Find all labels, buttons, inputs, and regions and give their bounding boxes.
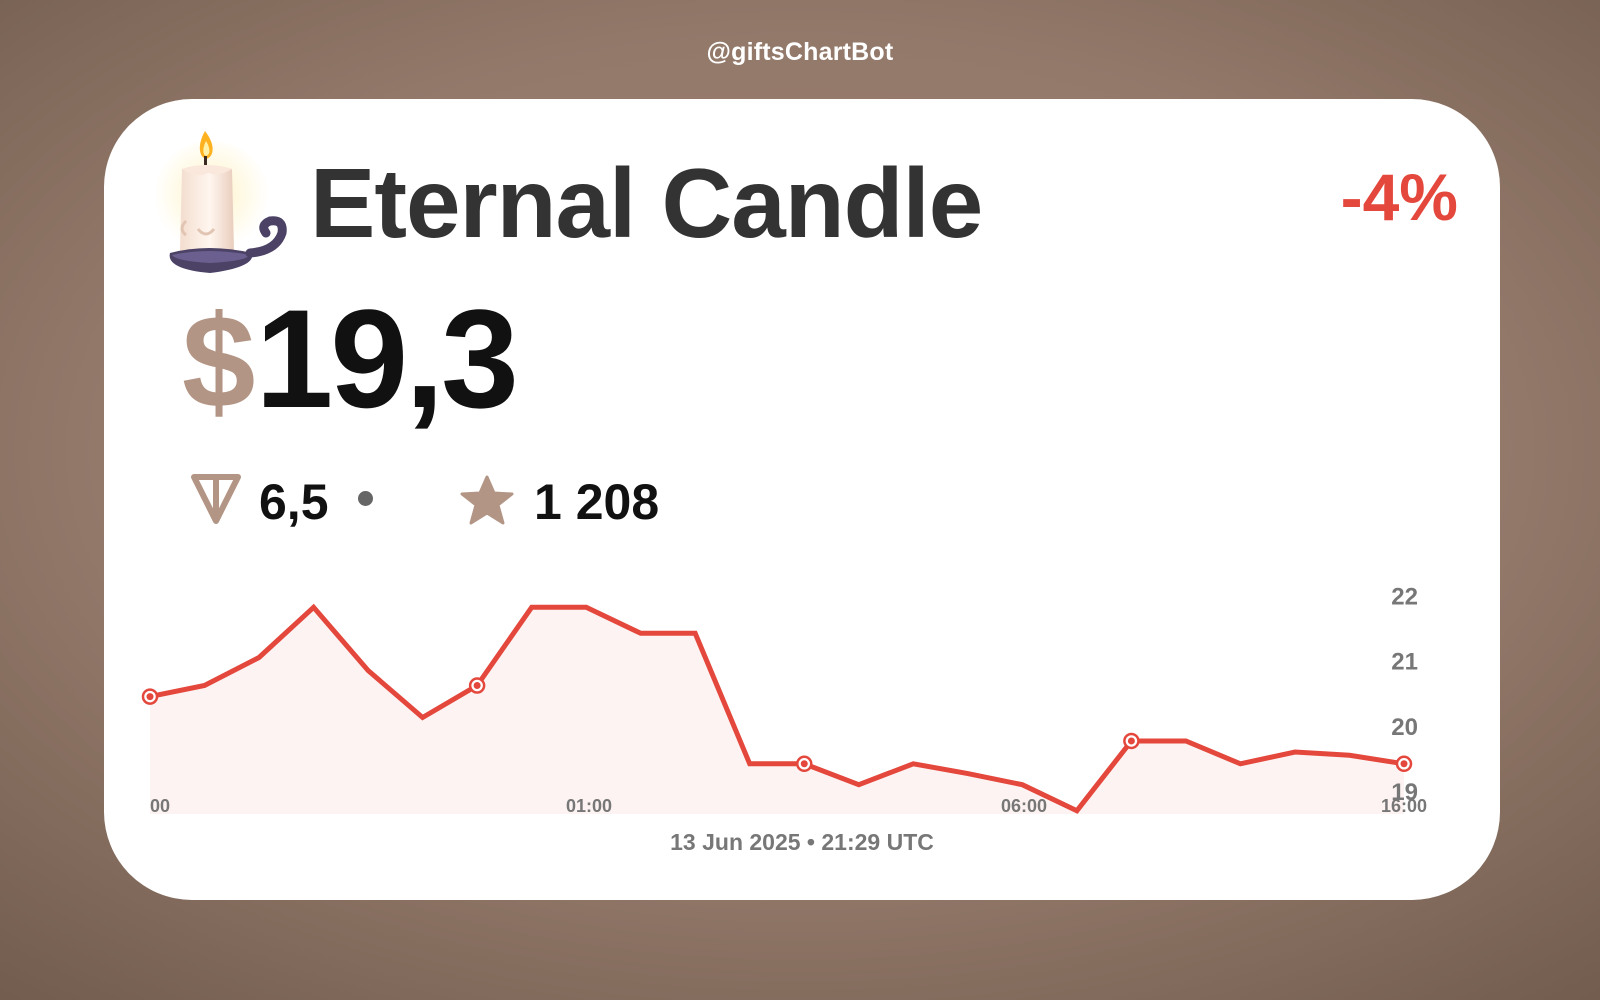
x-tick-label: 06:00 xyxy=(1001,796,1047,816)
price-value: 19,3 xyxy=(255,280,518,437)
y-tick-label: 22 xyxy=(1391,584,1418,611)
chart-series-line xyxy=(149,603,1405,814)
x-tick-label: 01:00 xyxy=(566,796,612,816)
star-icon xyxy=(460,475,514,525)
gift-name: Eternal Candle xyxy=(310,148,983,258)
chart-point-marker xyxy=(1395,755,1413,773)
price-stars: 1 208 xyxy=(534,474,660,530)
gift-card: Eternal Candle -4% $19,3 6,5 1 208 22 21 2… xyxy=(104,99,1500,900)
ton-icon xyxy=(191,474,241,524)
y-tick-label: 20 xyxy=(1391,714,1418,741)
price-change: -4% xyxy=(1340,160,1458,234)
chart-point-marker xyxy=(141,688,159,705)
timestamp: 13 Jun 2025 • 21:29 UTC xyxy=(670,829,934,855)
price-usd: $19,3 xyxy=(182,289,519,429)
bot-handle: @giftsChartBot xyxy=(706,38,894,66)
x-tick-label: 00 xyxy=(150,796,170,816)
y-tick-label: 19 xyxy=(1391,779,1418,806)
x-tick-label: 16:00 xyxy=(1381,796,1427,816)
chart-area xyxy=(150,607,1404,814)
price-ton: 6,5 xyxy=(259,474,329,530)
chart-point-marker xyxy=(1123,732,1140,750)
chart-point-marker xyxy=(468,677,486,694)
currency-symbol: $ xyxy=(182,288,256,435)
separator-dot xyxy=(358,491,373,506)
y-tick-label: 21 xyxy=(1391,649,1418,676)
chart-point-marker xyxy=(796,755,813,773)
candle-icon xyxy=(156,131,287,273)
price-chart: 22 21 20 19 00 01:00 06:00 16:00 xyxy=(141,584,1427,816)
